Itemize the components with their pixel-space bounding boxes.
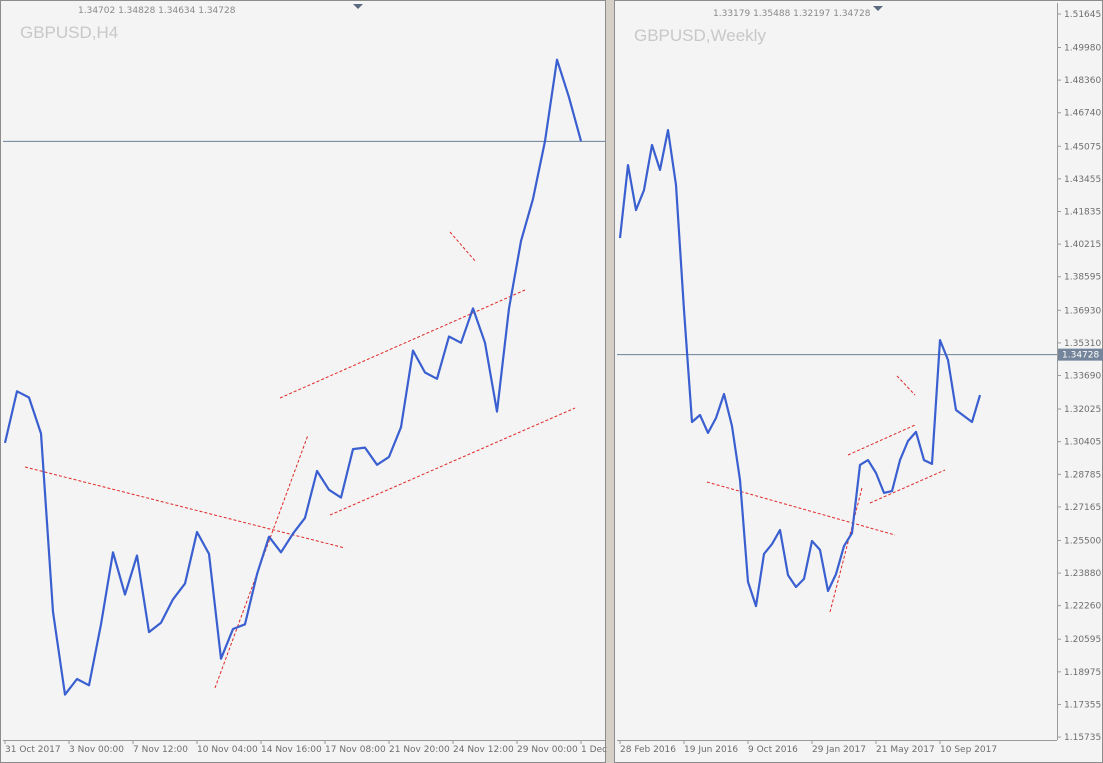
price-line-series — [3, 58, 583, 696]
y-tick-label: 1.15735 — [1064, 733, 1101, 743]
trend-line — [329, 407, 576, 516]
y-tick-label: 1.43455 — [1064, 175, 1101, 185]
y-tick-label: 1.17355 — [1064, 700, 1101, 710]
y-tick-label: 1.46740 — [1064, 109, 1101, 119]
y-tick-label: 1.41835 — [1064, 208, 1101, 218]
y-tick-label: 1.48360 — [1064, 76, 1101, 86]
price-tag-label: 1.34728 — [1062, 351, 1099, 361]
y-tick-label: 1.30405 — [1064, 438, 1101, 448]
x-tick-label: 9 Oct 2016 — [748, 745, 798, 755]
shift-marker[interactable] — [353, 4, 363, 9]
x-tick-label: 21 Nov 20:00 — [389, 745, 450, 755]
x-tick-label: 17 Nov 08:00 — [325, 745, 386, 755]
trend-line — [847, 424, 916, 456]
y-tick-label: 1.49980 — [1064, 43, 1101, 53]
y-tick-label: 1.18975 — [1064, 668, 1101, 678]
trend-line — [869, 469, 946, 504]
y-tick-label: 1.22260 — [1064, 602, 1101, 612]
trend-line — [829, 487, 863, 613]
x-tick-label: 21 May 2017 — [876, 745, 935, 755]
y-tick-label: 1.32025 — [1064, 405, 1101, 415]
x-tick-label: 31 Oct 2017 — [5, 745, 61, 755]
y-tick-label: 1.23880 — [1064, 569, 1101, 579]
x-tick-label: 24 Nov 12:00 — [453, 745, 514, 755]
y-tick-label: 1.40215 — [1064, 240, 1101, 250]
x-tick-label: 14 Nov 16:00 — [261, 745, 322, 755]
x-tick-label: 10 Nov 04:00 — [197, 745, 258, 755]
y-tick-label: 1.38595 — [1064, 273, 1101, 283]
y-tick-label: 1.35310 — [1064, 339, 1101, 349]
trend-line — [449, 231, 477, 263]
shift-marker[interactable] — [873, 6, 883, 11]
y-tick-label: 1.51645 — [1064, 10, 1101, 20]
ohlc-header: 1.34702 1.34828 1.34634 1.34728 — [78, 6, 236, 16]
y-tick-label: 1.28785 — [1064, 470, 1101, 480]
x-tick-label: 29 Jan 2017 — [812, 745, 866, 755]
trend-line — [896, 375, 916, 396]
ohlc-header: 1.33179 1.35488 1.32197 1.34728 — [713, 9, 871, 19]
x-tick-label: 19 Jun 2016 — [684, 745, 738, 755]
trend-line — [706, 481, 896, 536]
x-tick-label: 28 Feb 2016 — [620, 745, 676, 755]
right-pane — [614, 0, 1103, 763]
x-tick-label: 29 Nov 00:00 — [517, 745, 578, 755]
y-tick-label: 1.27165 — [1064, 503, 1101, 513]
price-tag — [1058, 348, 1103, 361]
y-tick-label: 1.36930 — [1064, 306, 1101, 316]
y-tick-label: 1.33690 — [1064, 372, 1101, 382]
y-tick-label: 1.25500 — [1064, 536, 1101, 546]
price-line-series — [618, 129, 982, 608]
symbol-label: GBPUSD,H4 — [20, 23, 118, 42]
x-tick-label: 10 Sep 2017 — [940, 745, 997, 755]
splitter[interactable] — [606, 0, 614, 763]
x-tick-label: 1 Dec — [581, 745, 607, 755]
y-tick-label: 1.20595 — [1064, 635, 1101, 645]
symbol-label: GBPUSD,Weekly — [634, 26, 766, 45]
left-pane — [0, 0, 606, 763]
x-tick-label: 7 Nov 12:00 — [133, 745, 188, 755]
x-tick-label: 3 Nov 00:00 — [69, 745, 124, 755]
y-tick-label: 1.45075 — [1064, 142, 1101, 152]
